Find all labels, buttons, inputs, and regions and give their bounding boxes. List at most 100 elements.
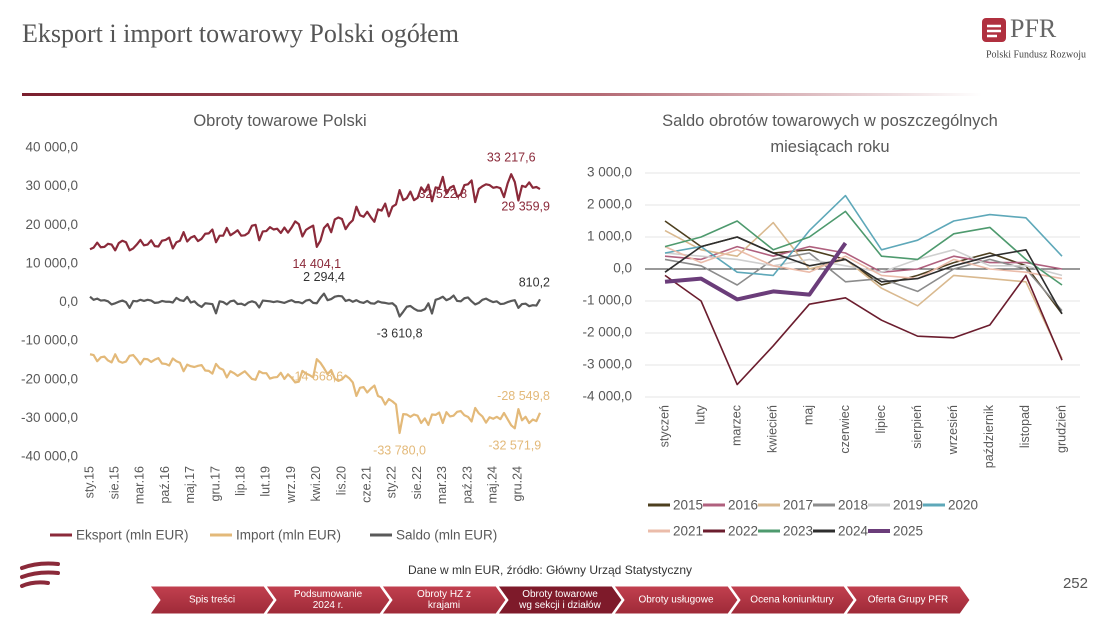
series-line xyxy=(664,249,1063,277)
nav-label[interactable]: Obroty towarowe xyxy=(522,589,598,600)
series-line xyxy=(664,245,1063,273)
y-tick-label: 3 000,0 xyxy=(587,165,632,180)
series-line xyxy=(89,353,542,435)
nav-button[interactable] xyxy=(845,585,971,615)
x-tick-label: gru.24 xyxy=(511,466,525,501)
nav-label[interactable]: Oferta Grupy PFR xyxy=(868,595,949,606)
y-tick-label: 1 000,0 xyxy=(587,229,632,244)
data-label: -33 780,0 xyxy=(373,443,426,457)
nav-button[interactable] xyxy=(381,585,507,615)
header-rule xyxy=(22,93,982,96)
x-tick-label: paź.23 xyxy=(460,466,474,504)
legend-label: Eksport (mln EUR) xyxy=(76,528,189,543)
data-label: -14 668,6 xyxy=(290,369,343,383)
nav-item[interactable]: Obroty usługowe xyxy=(613,585,739,615)
nav-label[interactable]: Obroty usługowe xyxy=(638,595,713,606)
series-line xyxy=(664,236,1063,315)
nav-item[interactable]: Oferta Grupy PFR xyxy=(845,585,971,615)
chart-title-box: Obroty towarowe Polski xyxy=(193,112,366,130)
y-tick-label: -40 000,0 xyxy=(21,449,78,464)
logo-subtitle: Polski Fundusz Rozwoju xyxy=(986,49,1086,60)
y-tick-label: -2 000,0 xyxy=(582,325,632,340)
legend-label: Saldo (mln EUR) xyxy=(396,528,497,543)
nav-label[interactable]: krajami xyxy=(428,600,460,611)
nav-label[interactable]: Ocena koniunktury xyxy=(750,595,833,606)
y-tick-label: 10 000,0 xyxy=(25,255,78,270)
data-label: 810,2 xyxy=(519,276,550,290)
nav-button[interactable] xyxy=(729,585,855,615)
x-tick-label: kwi.20 xyxy=(309,466,323,501)
x-tick-label: luty xyxy=(693,404,707,424)
nav-item[interactable]: Ocena koniunktury xyxy=(729,585,855,615)
data-label: 2 294,4 xyxy=(303,270,345,284)
y-tick-label: 2 000,0 xyxy=(587,197,632,212)
nav-button[interactable] xyxy=(497,585,623,615)
data-label: -3 610,8 xyxy=(377,327,423,341)
x-tick-label: wrz.19 xyxy=(284,466,298,504)
legend-label: 2024 xyxy=(838,524,869,539)
data-label: 33 217,6 xyxy=(487,150,536,164)
x-tick-label: wrzesień xyxy=(946,405,960,455)
legend-label: 2017 xyxy=(783,498,813,513)
series-line xyxy=(664,245,1063,280)
series-line xyxy=(664,274,1063,386)
y-tick-label: -10 000,0 xyxy=(21,333,78,348)
x-tick-label: lis.20 xyxy=(334,466,348,495)
footer-logo xyxy=(20,561,60,588)
logo-icon-lines xyxy=(987,24,1001,38)
x-tick-label: mar.23 xyxy=(435,466,449,504)
data-label: 32 522,8 xyxy=(418,187,467,201)
nav-label[interactable]: Spis treści xyxy=(189,595,235,606)
x-tick-label: gru.17 xyxy=(208,466,222,501)
legend-label: 2023 xyxy=(783,524,813,539)
x-tick-label: marzec xyxy=(729,405,743,446)
x-tick-label: sie.22 xyxy=(410,466,424,499)
legend-label: 2021 xyxy=(673,524,703,539)
slide-title: Eksport i import towarowy Polski ogółem xyxy=(22,19,459,48)
x-tick-label: styczeń xyxy=(657,405,671,447)
x-tick-label: październik xyxy=(982,404,996,468)
legend-label: 2016 xyxy=(728,498,758,513)
x-tick-label: cze.21 xyxy=(359,466,373,503)
series-line xyxy=(664,210,1063,286)
nav-button[interactable] xyxy=(149,585,275,615)
nav-item[interactable]: Spis treści xyxy=(149,585,275,615)
legend-label: Import (mln EUR) xyxy=(236,528,341,543)
nav-button[interactable] xyxy=(265,585,391,615)
y-tick-label: -20 000,0 xyxy=(21,371,78,386)
y-tick-label: -30 000,0 xyxy=(21,410,78,425)
nav-label[interactable]: Podsumowanie xyxy=(294,589,363,600)
series-line xyxy=(664,241,848,302)
data-label: -32 571,9 xyxy=(488,439,541,453)
y-tick-label: -3 000,0 xyxy=(582,357,632,372)
nav-button[interactable] xyxy=(613,585,739,615)
chart-title-box: Saldo obrotów towarowych w poszczególnyc… xyxy=(662,112,998,156)
x-tick-label: czerwiec xyxy=(838,405,852,454)
nav-label[interactable]: wg sekcji i działów xyxy=(518,600,601,611)
data-label: 14 404,1 xyxy=(292,257,341,271)
x-tick-label: maj.24 xyxy=(485,466,499,504)
footer-logo-mark xyxy=(20,561,60,588)
x-tick-label: mar.16 xyxy=(133,466,147,504)
series-line xyxy=(664,221,1063,359)
logo-text: PFR xyxy=(1010,14,1057,43)
nav-label[interactable]: Obroty HZ z xyxy=(417,589,471,600)
x-tick-label: maj.17 xyxy=(183,466,197,504)
data-label: 29 359,9 xyxy=(501,199,550,213)
nav-label[interactable]: 2024 r. xyxy=(313,600,344,611)
legend-label: 2019 xyxy=(893,498,923,513)
chart-title: Saldo obrotów towarowych w poszczególnyc… xyxy=(662,112,998,156)
y-tick-label: 0,0 xyxy=(613,261,632,276)
x-tick-label: kwiecień xyxy=(766,405,780,453)
y-tick-label: -4 000,0 xyxy=(582,389,632,404)
page-number: 252 xyxy=(1063,575,1088,592)
x-tick-label: lut.19 xyxy=(259,466,273,497)
x-tick-label: lip.18 xyxy=(233,466,247,496)
y-tick-label: -1 000,0 xyxy=(582,293,632,308)
logo: PFR Polski Fundusz Rozwoju xyxy=(982,14,1086,60)
